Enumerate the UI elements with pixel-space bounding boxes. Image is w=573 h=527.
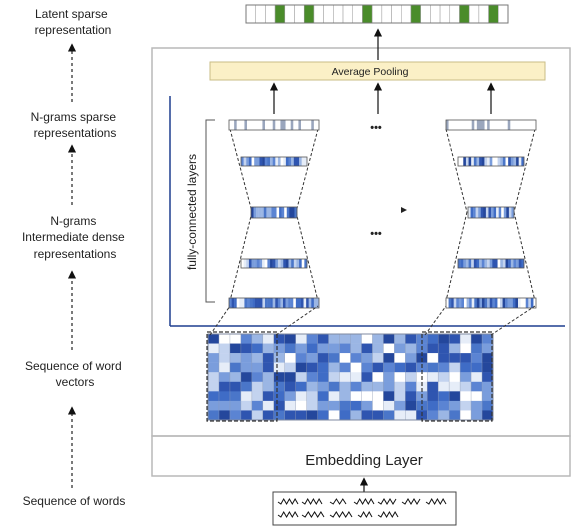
latent-cell [410,4,421,24]
word-vector-matrix [208,334,494,421]
latent-cell [313,4,324,24]
left-hourglass-outline [229,128,319,302]
right-dense-bar-3 [457,258,525,269]
latent-cell [391,4,402,24]
latent-cell [255,4,266,24]
ellipsis-middle: ••• [370,228,382,240]
word-squiggle [277,510,299,519]
left-ngram-window [206,331,278,422]
latent-cell [323,4,334,24]
latent-cell [274,4,286,24]
word-squiggle [353,497,375,506]
ngram-sparse-label: N-grams sparse representations [31,110,120,140]
layer-bars [228,119,537,309]
word-matrix-border [207,333,494,421]
word-squiggle [425,497,447,506]
word-squiggle [401,498,421,505]
left-dense-bar-2 [250,206,298,219]
latent-cell [284,4,295,24]
latent-cell [468,4,480,24]
latent-cell [294,4,305,24]
latent-sparse-label: Latent sparse representation [35,7,112,37]
right-ngram-window [421,331,493,422]
right-sparse-bar [445,119,537,131]
latent-cell [362,4,373,24]
word-squiggle [357,510,373,519]
left-dense-bar-4 [228,297,320,309]
right-dense-bar-4 [445,297,537,309]
left-dense-bar-3 [240,258,308,269]
latent-cell [401,4,412,24]
embedding-layer-box [151,435,571,477]
latent-cell [381,4,392,24]
right-hourglass-outline [445,128,536,302]
latent-cell [430,4,441,24]
word-squiggle [329,511,353,518]
word-vectors-label: Sequence of word vectors [25,359,125,389]
average-pooling-box [209,61,546,81]
latent-sparse-vector [245,4,509,24]
fc-layers-bracket [205,119,215,303]
latent-cell [498,4,509,24]
sequence-of-words-box [272,491,457,526]
latent-cell [342,4,353,24]
latent-cell [439,4,451,24]
latent-cell [449,4,460,24]
right-dense-bar-2 [467,206,515,219]
latent-cell [265,4,276,24]
latent-cell [352,4,363,24]
latent-cell [245,4,256,24]
embedding-layer-label: Embedding Layer [305,452,423,469]
word-squiggle [377,510,399,519]
word-squiggle [301,511,325,518]
latent-cell [371,4,383,24]
small-pointer-icon [401,207,407,213]
latent-cell [333,4,344,24]
right-dense-bar-1 [457,156,525,167]
latent-cell [303,4,315,24]
words-label: Sequence of words [23,494,126,508]
latent-cell [488,4,499,24]
average-pooling-label: Average Pooling [332,66,409,78]
ngram-dense-label: N-grams Intermediate dense representatio… [22,214,128,261]
fc-layers-label: fully-connected layers [185,154,199,270]
word-squiggle [277,497,299,506]
word-squiggle [329,498,347,505]
window-to-layer-lines [209,305,536,336]
latent-cell [459,4,470,24]
left-dense-bar-1 [240,156,308,167]
word-squiggles [277,497,447,519]
word-squiggle [301,497,323,506]
ellipsis-top: ••• [370,122,382,134]
latent-cell [478,4,489,24]
word-squiggle [377,498,397,505]
latent-cell [420,4,431,24]
left-sparse-bar [228,119,320,131]
